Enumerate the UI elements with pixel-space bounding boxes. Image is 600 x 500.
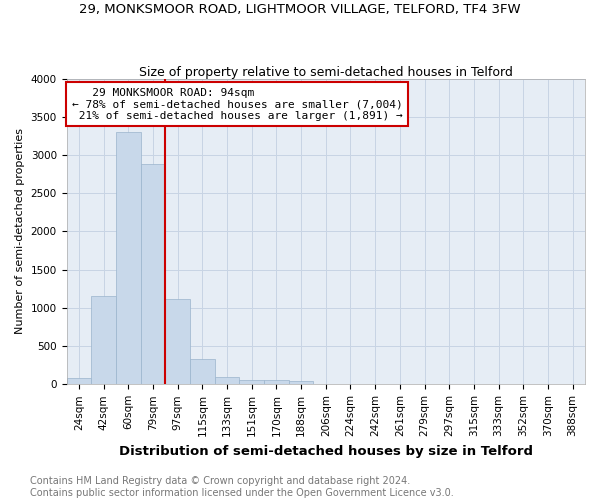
Bar (67, 378, 91, 384)
Text: 29 MONKSMOOR ROAD: 94sqm
← 78% of semi-detached houses are smaller (7,004)
 21% : 29 MONKSMOOR ROAD: 94sqm ← 78% of semi-d… (72, 88, 403, 121)
Text: 29, MONKSMOOR ROAD, LIGHTMOOR VILLAGE, TELFORD, TF4 3FW: 29, MONKSMOOR ROAD, LIGHTMOOR VILLAGE, T… (79, 2, 521, 16)
X-axis label: Distribution of semi-detached houses by size in Telford: Distribution of semi-detached houses by … (119, 444, 533, 458)
Y-axis label: Number of semi-detached properties: Number of semi-detached properties (15, 128, 25, 334)
Bar (190, 360, 215, 384)
Text: Contains HM Land Registry data © Crown copyright and database right 2024.
Contai: Contains HM Land Registry data © Crown c… (30, 476, 454, 498)
Bar (215, 376, 239, 384)
Bar (165, 298, 190, 384)
Bar (91, 296, 116, 384)
Bar (289, 381, 313, 384)
Bar (264, 380, 289, 384)
Title: Size of property relative to semi-detached houses in Telford: Size of property relative to semi-detach… (139, 66, 513, 78)
Bar (140, 164, 165, 384)
Bar (116, 132, 140, 384)
Bar (239, 380, 264, 384)
